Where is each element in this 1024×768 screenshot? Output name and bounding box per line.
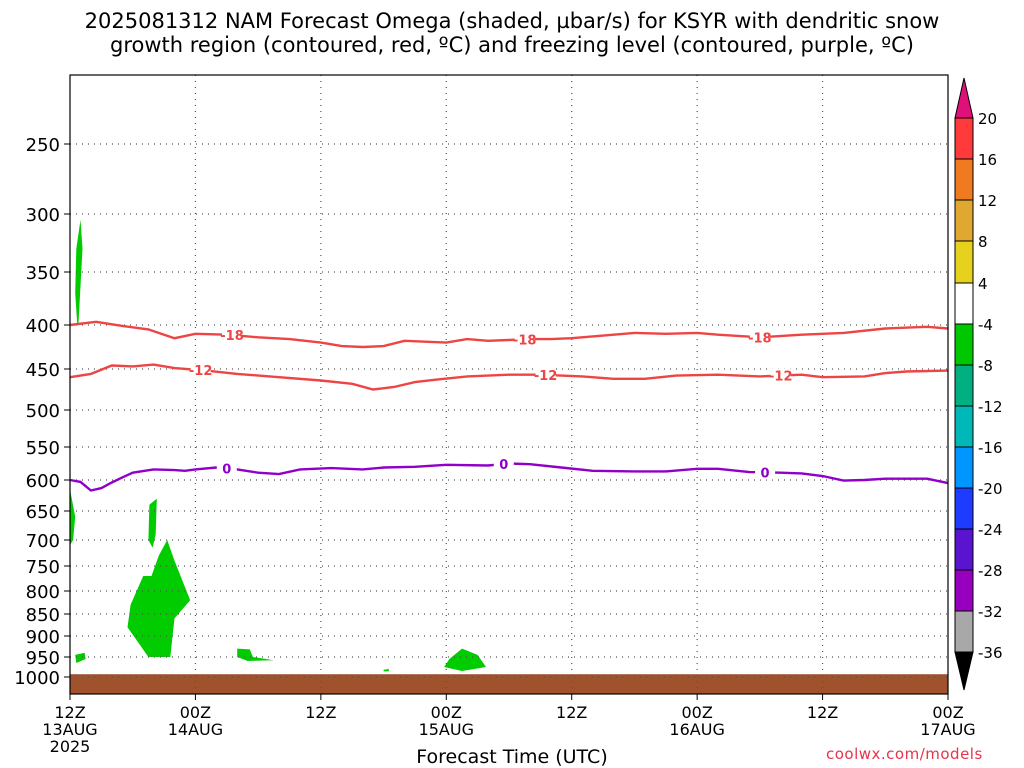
- y-tick-label-500: 500: [26, 401, 60, 422]
- contour-label-0-1: 0: [499, 458, 508, 473]
- contour--18: [69, 320, 949, 349]
- contour-label--18-0: -18: [220, 329, 244, 344]
- colorbar-swatch-9: [954, 487, 974, 530]
- colorbar-swatch-10: [954, 528, 974, 571]
- x-tick-label-72-0: 12Z: [807, 703, 838, 722]
- colorbar-swatch-12: [954, 610, 974, 653]
- contour-label-bg: [749, 330, 770, 345]
- x-tick-label-0-2: 2025: [50, 737, 91, 756]
- colorbar-label-8: -16: [978, 439, 1003, 457]
- contour-label-bg: [493, 456, 514, 471]
- omega-region-7: [444, 648, 486, 671]
- x-tick-label-36-0: 00Z: [431, 703, 462, 722]
- colorbar-swatch-2: [954, 199, 974, 242]
- x-tick-label-0-0: 12Z: [54, 703, 85, 722]
- contour-label-bg: [755, 465, 776, 480]
- omega-region-1: [70, 489, 76, 546]
- omega-region-5: [237, 648, 274, 661]
- contour-label-bg: [535, 367, 556, 382]
- colorbar-label-2: 12: [978, 192, 997, 210]
- colorbar-label-5: -4: [978, 316, 993, 334]
- colorbar-swatch-11: [954, 569, 974, 612]
- contour-label-bg: [190, 363, 211, 378]
- x-tick-label-48-0: 12Z: [556, 703, 587, 722]
- x-tick-label-36-1: 15AUG: [419, 720, 474, 739]
- colorbar-label-4: 4: [978, 275, 988, 293]
- y-tick-label-900: 900: [26, 627, 60, 648]
- x-tick-label-12-1: 14AUG: [168, 720, 223, 739]
- colorbar-swatch-5: [954, 323, 974, 366]
- contour-label--12-1: -12: [534, 369, 558, 384]
- x-tick-label-24-0: 12Z: [305, 703, 336, 722]
- contour-label--18-1: -18: [513, 333, 537, 348]
- y-tick-label-750: 750: [26, 557, 60, 578]
- contour-label-0-2: 0: [761, 466, 770, 481]
- y-tick-label-250: 250: [26, 135, 60, 156]
- colorbar-label-1: 16: [978, 151, 997, 169]
- contour-label-0-0: 0: [222, 462, 231, 477]
- y-tick-label-400: 400: [26, 316, 60, 337]
- y-tick-label-450: 450: [26, 360, 60, 381]
- x-tick-label-12-0: 00Z: [180, 703, 211, 722]
- y-tick-label-350: 350: [26, 263, 60, 284]
- x-tick-label-84-0: 00Z: [932, 703, 963, 722]
- x-tick-label-60-0: 00Z: [681, 703, 712, 722]
- plot-frame: [69, 74, 949, 695]
- colorbar-label-9: -20: [978, 480, 1003, 498]
- contour-label--12-0: -12: [189, 364, 213, 379]
- colorbar-swatch-7: [954, 405, 974, 448]
- chart-title-line-2: growth region (contoured, red, ºC) and f…: [110, 33, 914, 57]
- contour-label--18-2: -18: [748, 331, 772, 346]
- x-tick-label-0-1: 13AUG: [42, 720, 97, 739]
- x-tick-label-84-1: 17AUG: [920, 720, 975, 739]
- colorbar-label-3: 8: [978, 233, 988, 251]
- y-tick-label-850: 850: [26, 605, 60, 626]
- colorbar-label-13: -36: [978, 644, 1003, 662]
- omega-region-2: [148, 498, 157, 548]
- omega-region-3: [127, 540, 191, 657]
- colorbar-swatch-0: [954, 117, 974, 160]
- colorbar-label-6: -8: [978, 357, 993, 375]
- colorbar-swatch-8: [954, 446, 974, 489]
- colorbar-swatch-6: [954, 364, 974, 407]
- colorbar-top-arrow: [954, 77, 974, 119]
- omega-region-0: [75, 219, 83, 325]
- colorbar-label-0: 20: [978, 110, 997, 128]
- colorbar-label-11: -28: [978, 562, 1003, 580]
- colorbar-bottom-arrow: [954, 651, 974, 691]
- site-credit: coolwx.com/models: [826, 745, 983, 763]
- omega-region-6: [383, 669, 389, 672]
- y-tick-label-550: 550: [26, 438, 60, 459]
- colorbar-swatch-3: [954, 240, 974, 284]
- contour-label-bg: [770, 368, 791, 383]
- contour-label-bg: [216, 461, 237, 476]
- contour-label--12-2: -12: [769, 370, 793, 385]
- y-tick-label-600: 600: [26, 471, 60, 492]
- colorbar-swatch-1: [954, 158, 974, 201]
- y-tick-label-800: 800: [26, 582, 60, 603]
- contour-label-bg: [514, 332, 535, 347]
- y-tick-label-650: 650: [26, 502, 60, 523]
- omega-region-4: [75, 652, 86, 663]
- y-tick-label-1000: 1000: [14, 668, 60, 689]
- contour-0: [69, 462, 949, 492]
- contour-label-bg: [222, 328, 243, 343]
- y-tick-label-950: 950: [26, 648, 60, 669]
- x-tick-label-60-1: 16AUG: [669, 720, 724, 739]
- colorbar-swatch-4: [954, 282, 974, 325]
- colorbar-label-12: -32: [978, 603, 1003, 621]
- y-tick-label-300: 300: [26, 205, 60, 226]
- colorbar-label-7: -12: [978, 398, 1003, 416]
- chart-title-line-1: 2025081312 NAM Forecast Omega (shaded, µ…: [84, 9, 940, 33]
- colorbar-label-10: -24: [978, 521, 1003, 539]
- terrain-fill: [70, 674, 948, 694]
- x-axis-title: Forecast Time (UTC): [416, 746, 608, 768]
- y-tick-label-700: 700: [26, 531, 60, 552]
- contour--12: [69, 363, 949, 391]
